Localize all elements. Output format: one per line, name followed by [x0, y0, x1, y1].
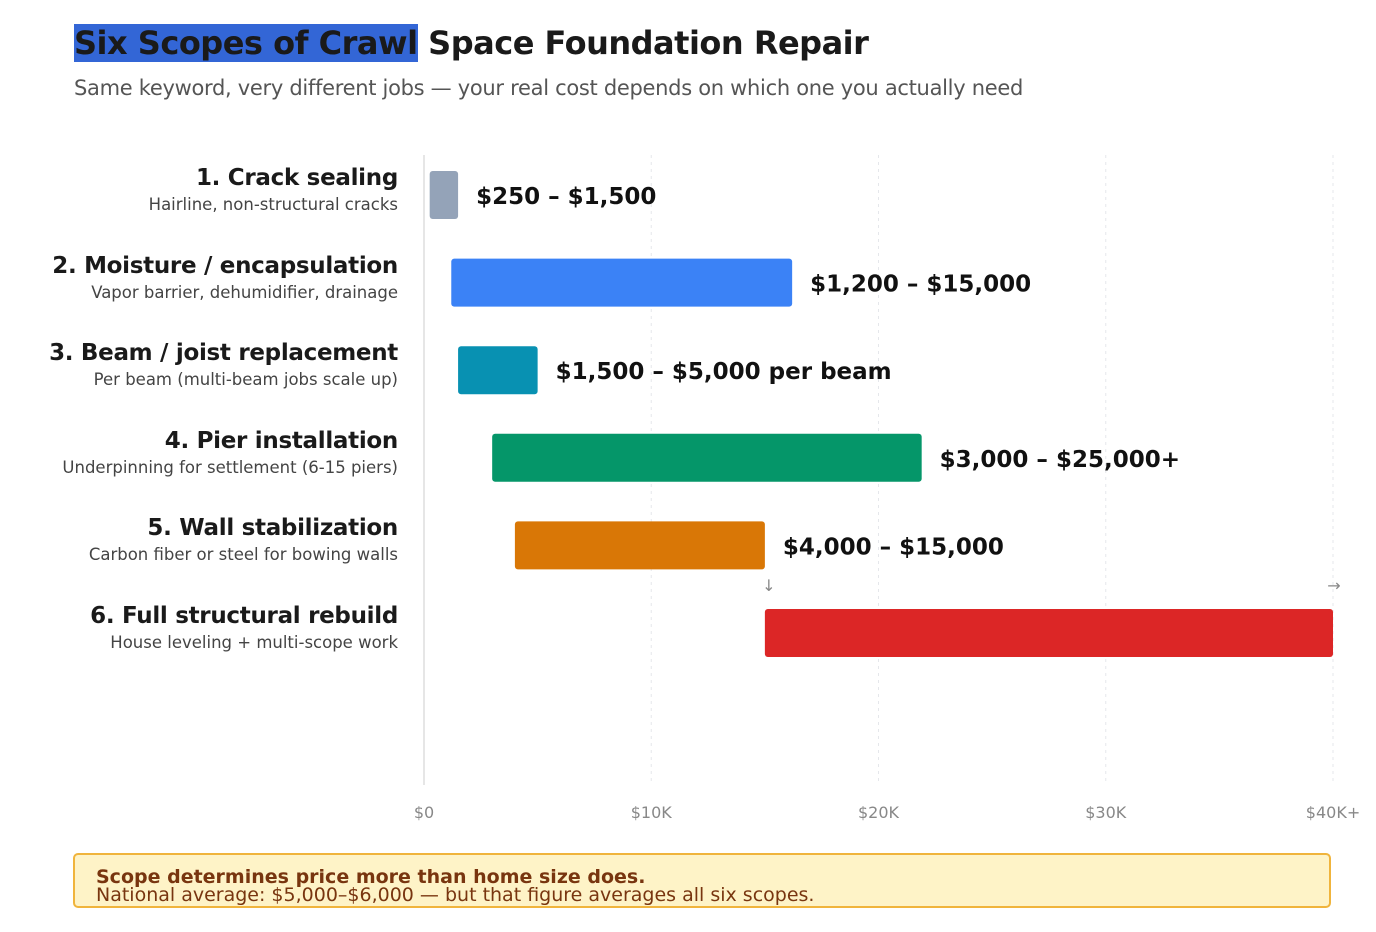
page-subtitle: Same keyword, very different jobs — your… [74, 76, 1023, 100]
bar-value-label: $1,500 – $5,000 per beam [556, 359, 892, 385]
range-chart: $0 $10K $20K $30K $40K+ $250 – $1,500 $1,200 –… [414, 155, 1360, 822]
note-text: National average: $5,000–$6,000 — but th… [96, 884, 815, 906]
scope-name: 3. Beam / joist replacement [49, 340, 398, 367]
title-rest: Space Foundation Repair [417, 24, 869, 62]
scope-description: House leveling + multi-scope work [110, 633, 398, 652]
scope-description: Hairline, non-structural cracks [148, 195, 398, 214]
scope-name: 5. Wall stabilization [147, 515, 398, 542]
bar-value-label: $4,000 – $15,000 [783, 534, 1004, 560]
scope-description: Per beam (multi-beam jobs scale up) [93, 370, 398, 390]
down-arrow-icon: ↓ [762, 576, 775, 595]
range-bar [514, 521, 765, 570]
range-bar [492, 433, 922, 482]
scope-description: Underpinning for settlement (6-15 piers) [62, 457, 398, 477]
bar-value-label: $3,000 – $25,000+ [940, 447, 1180, 473]
x-tick-label: $40K+ [1306, 803, 1360, 822]
range-bar [764, 609, 1333, 657]
title-highlight: Six Scopes of Crawl [74, 24, 418, 62]
scope-name: 2. Moisture / encapsulation [52, 252, 398, 279]
callout-note: Scope determines price more than home si… [73, 853, 1331, 908]
scope-name: 6. Full structural rebuild [90, 603, 398, 629]
bar-value-label: $250 – $1,500 [476, 184, 656, 210]
scope-description: Carbon fiber or steel for bowing walls [88, 545, 398, 565]
x-tick-label: $30K [1085, 803, 1127, 822]
row-label: 5. Wall stabilization Carbon fiber or ste… [89, 515, 398, 564]
row-label: 3. Beam / joist replacement Per beam (mul… [49, 340, 398, 389]
note-headline: Scope determines price more than home si… [96, 866, 646, 888]
scope-name: 4. Pier installation [164, 427, 399, 454]
row-label: 2. Moisture / encapsulation Vapor barrier… [52, 253, 398, 302]
x-tick-label: $10K [631, 803, 673, 822]
page-title: Six Scopes of Crawl Space Foundation Rep… [74, 24, 869, 62]
range-bar [458, 346, 538, 395]
row-label: 4. Pier installation Underpinning for set… [62, 428, 398, 477]
scope-name: 1. Crack sealing [195, 165, 398, 191]
row-label: 6. Full structural rebuild House leveling… [90, 603, 398, 652]
x-tick-label: $0 [414, 803, 434, 822]
right-arrow-icon: → [1327, 576, 1340, 595]
x-tick-label: $20K [858, 803, 900, 822]
scope-description: Vapor barrier, dehumidifier, drainage [91, 282, 398, 302]
range-bar [429, 171, 459, 219]
row-label: 1. Crack sealing Hairline, non-structural… [148, 165, 399, 214]
range-bar [451, 258, 793, 307]
bar-value-label: $1,200 – $15,000 [810, 272, 1031, 298]
